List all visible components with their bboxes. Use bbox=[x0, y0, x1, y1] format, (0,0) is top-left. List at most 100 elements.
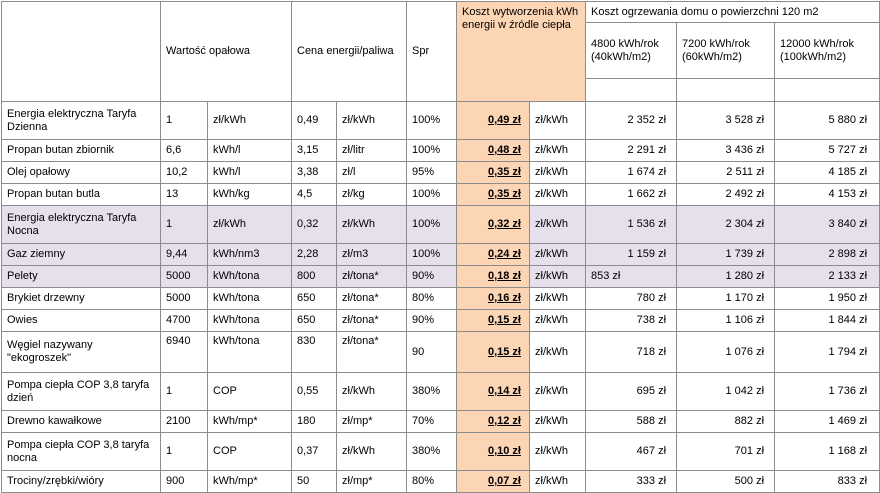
fuel-name: Węgiel nazywany "ekogroszek" bbox=[1, 331, 161, 373]
price-value: 0,49 bbox=[291, 101, 337, 140]
efficiency: 90% bbox=[406, 309, 457, 332]
cost-7200: 2 511 zł bbox=[676, 161, 776, 184]
calorific-value: 9,44 bbox=[160, 243, 208, 266]
header-4800: 4800 kWh/rok (40kWh/m2) bbox=[585, 22, 678, 79]
cost-12000: 5 727 zł bbox=[774, 139, 880, 162]
efficiency: 380% bbox=[406, 432, 457, 471]
kwh-cost-unit: zł/kWh bbox=[528, 287, 587, 310]
cost-7200: 1 106 zł bbox=[676, 309, 776, 332]
table-row: Pompa ciepła COP 3,8 taryfa dzień 1 COP … bbox=[1, 372, 880, 411]
table-row: Propan butan butla 13 kWh/kg 4,5 zł/kg 1… bbox=[1, 183, 880, 206]
cost-12000: 2 133 zł bbox=[774, 265, 880, 288]
price-value: 4,5 bbox=[291, 183, 337, 206]
kwh-cost-unit: zł/kWh bbox=[528, 265, 587, 288]
efficiency: 80% bbox=[406, 470, 457, 493]
efficiency: 80% bbox=[406, 287, 457, 310]
price-value: 830 bbox=[291, 331, 337, 373]
cost-4800: 588 zł bbox=[585, 410, 678, 433]
kwh-cost-unit: zł/kWh bbox=[528, 139, 587, 162]
efficiency: 90% bbox=[406, 265, 457, 288]
efficiency: 70% bbox=[406, 410, 457, 433]
calorific-value: 2100 bbox=[160, 410, 208, 433]
cost-4800: 695 zł bbox=[585, 372, 678, 411]
header-corner bbox=[1, 1, 161, 102]
calorific-value: 1 bbox=[160, 101, 208, 140]
price-unit: zł/kWh bbox=[336, 432, 407, 471]
table-row: Pelety 5000 kWh/tona 800 zł/tona* 90% 0,… bbox=[1, 265, 880, 288]
kwh-cost: 0,35 zł bbox=[456, 161, 530, 184]
calorific-unit: zł/kWh bbox=[207, 101, 292, 140]
fuel-name: Brykiet drzewny bbox=[1, 287, 161, 310]
kwh-cost: 0,15 zł bbox=[456, 331, 530, 373]
calorific-unit: kWh/l bbox=[207, 161, 292, 184]
table-row: Brykiet drzewny 5000 kWh/tona 650 zł/ton… bbox=[1, 287, 880, 310]
price-unit: zł/tona* bbox=[336, 309, 407, 332]
calorific-unit: kWh/l bbox=[207, 139, 292, 162]
header-koszt-ogrzewania: Koszt ogrzewania domu o powierzchni 120 … bbox=[585, 1, 880, 23]
price-unit: zł/kWh bbox=[336, 205, 407, 244]
calorific-unit: kWh/tona bbox=[207, 265, 292, 288]
cost-7200: 2 304 zł bbox=[676, 205, 776, 244]
price-value: 3,15 bbox=[291, 139, 337, 162]
efficiency: 100% bbox=[406, 243, 457, 266]
price-value: 180 bbox=[291, 410, 337, 433]
calorific-unit: COP bbox=[207, 372, 292, 411]
kwh-cost: 0,14 zł bbox=[456, 372, 530, 411]
cost-12000: 2 898 zł bbox=[774, 243, 880, 266]
calorific-value: 6940 bbox=[160, 331, 208, 373]
price-value: 3,38 bbox=[291, 161, 337, 184]
header-7200: 7200 kWh/rok (60kWh/m2) bbox=[676, 22, 776, 79]
fuel-name: Pelety bbox=[1, 265, 161, 288]
cost-4800: 2 291 zł bbox=[585, 139, 678, 162]
calorific-value: 1 bbox=[160, 432, 208, 471]
table-row: Trociny/zrębki/wióry 900 kWh/mp* 50 zł/m… bbox=[1, 470, 880, 493]
efficiency: 100% bbox=[406, 101, 457, 140]
table-row: Gaz ziemny 9,44 kWh/nm3 2,28 zł/m3 100% … bbox=[1, 243, 880, 266]
calorific-unit: kWh/kg bbox=[207, 183, 292, 206]
cost-4800: 1 674 zł bbox=[585, 161, 678, 184]
calorific-value: 6,6 bbox=[160, 139, 208, 162]
fuel-name: Gaz ziemny bbox=[1, 243, 161, 266]
cost-12000: 5 880 zł bbox=[774, 101, 880, 140]
price-unit: zł/l bbox=[336, 161, 407, 184]
kwh-cost-unit: zł/kWh bbox=[528, 309, 587, 332]
price-value: 0,55 bbox=[291, 372, 337, 411]
cost-7200: 701 zł bbox=[676, 432, 776, 471]
cost-12000: 4 153 zł bbox=[774, 183, 880, 206]
kwh-cost: 0,16 zł bbox=[456, 287, 530, 310]
cost-7200: 1 280 zł bbox=[676, 265, 776, 288]
fuel-name: Pompa ciepła COP 3,8 taryfa nocna bbox=[1, 432, 161, 471]
table-row: Energia elektryczna Taryfa Dzienna 1 zł/… bbox=[1, 101, 880, 140]
price-value: 0,37 bbox=[291, 432, 337, 471]
fuel-name: Energia elektryczna Taryfa Nocna bbox=[1, 205, 161, 244]
cost-7200: 1 739 zł bbox=[676, 243, 776, 266]
cost-4800: 2 352 zł bbox=[585, 101, 678, 140]
fuel-name: Pompa ciepła COP 3,8 taryfa dzień bbox=[1, 372, 161, 411]
cost-12000: 1 950 zł bbox=[774, 287, 880, 310]
kwh-cost: 0,48 zł bbox=[456, 139, 530, 162]
kwh-cost-unit: zł/kWh bbox=[528, 432, 587, 471]
table-row: Drewno kawałkowe 2100 kWh/mp* 180 zł/mp*… bbox=[1, 410, 880, 433]
price-value: 50 bbox=[291, 470, 337, 493]
price-unit: zł/kg bbox=[336, 183, 407, 206]
header-spacer bbox=[774, 78, 880, 102]
header-koszt-wytworzenia: Koszt wytworzenia kWh energii w źródle c… bbox=[455, 1, 587, 102]
price-value: 800 bbox=[291, 265, 337, 288]
kwh-cost-unit: zł/kWh bbox=[528, 331, 587, 373]
cost-4800: 1 662 zł bbox=[585, 183, 678, 206]
cost-12000: 1 794 zł bbox=[774, 331, 880, 373]
cost-7200: 1 170 zł bbox=[676, 287, 776, 310]
cost-4800: 467 zł bbox=[585, 432, 678, 471]
price-unit: zł/tona* bbox=[336, 331, 407, 373]
cost-7200: 2 492 zł bbox=[676, 183, 776, 206]
price-value: 650 bbox=[291, 309, 337, 332]
calorific-value: 1 bbox=[160, 205, 208, 244]
cost-7200: 3 436 zł bbox=[676, 139, 776, 162]
calorific-value: 1 bbox=[160, 372, 208, 411]
calorific-value: 13 bbox=[160, 183, 208, 206]
calorific-value: 4700 bbox=[160, 309, 208, 332]
kwh-cost-unit: zł/kWh bbox=[528, 410, 587, 433]
header-wartosc-opalowa: Wartość opałowa bbox=[160, 1, 292, 102]
fuel-name: Propan butan zbiornik bbox=[1, 139, 161, 162]
